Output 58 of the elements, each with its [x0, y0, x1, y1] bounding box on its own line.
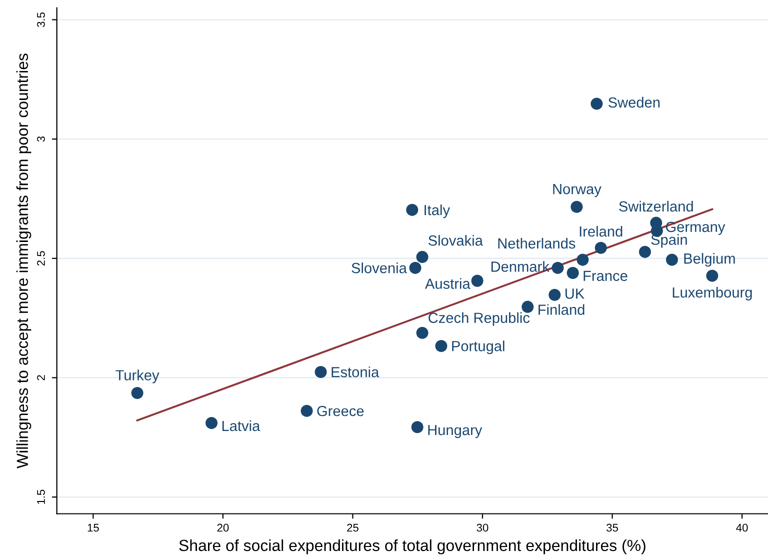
y-tick-label: 2: [37, 375, 45, 380]
annotation: Hungary: [428, 425, 482, 438]
point: [552, 262, 564, 274]
point: [435, 340, 448, 352]
x-tick-label: 40: [736, 524, 748, 532]
annotation: Estonia: [332, 366, 380, 378]
annotation: Ireland: [580, 226, 622, 237]
point: [570, 200, 583, 213]
annotation: France: [584, 270, 628, 282]
x-tick-label: 35: [606, 524, 618, 532]
annotation: Luxembourg: [672, 286, 752, 301]
annotation: Norway: [553, 184, 602, 198]
annotation: Belgium: [684, 253, 735, 267]
point: [638, 246, 651, 258]
point: [416, 250, 428, 263]
point: [576, 254, 589, 266]
annotation: Germany: [666, 222, 726, 235]
annotation: Portugal: [452, 340, 504, 354]
x-tick-label: 20: [217, 524, 229, 532]
point: [522, 300, 534, 313]
annotation: Turkey: [116, 370, 160, 384]
point: [206, 417, 218, 430]
point: [666, 254, 678, 266]
annotation: Slovenia: [352, 262, 407, 274]
point: [594, 242, 607, 254]
y-axis-title: Willingness to accept more immigrants from poor countries: [16, 54, 32, 468]
annotation: Switzerland: [619, 200, 693, 212]
annotation: Denmark: [491, 261, 550, 272]
annotation: Italy: [424, 204, 450, 218]
y-tick-label: 3: [37, 136, 45, 142]
annotation: Czech Republic: [428, 312, 530, 326]
point: [590, 98, 603, 110]
point: [131, 386, 144, 399]
annotation: Latvia: [222, 420, 260, 432]
y-tick-label: 2.5: [37, 251, 45, 266]
point: [411, 421, 424, 434]
y-tick-label: 1.5: [37, 490, 45, 504]
y-tick-label: 3.5: [37, 12, 45, 28]
annotation: Sweden: [608, 96, 660, 108]
x-tick-label: 25: [347, 524, 358, 532]
point: [409, 262, 422, 274]
annotation: Greece: [317, 406, 364, 416]
x-tick-label: 15: [88, 524, 99, 532]
annotation: UK: [565, 288, 584, 299]
point: [566, 266, 579, 279]
point: [314, 366, 327, 378]
annotation: Finland: [538, 304, 584, 315]
x-tick-label: 30: [476, 524, 488, 532]
point: [471, 274, 484, 287]
point: [706, 270, 718, 282]
x-axis-title: Share of social expenditures of total government expenditures (%): [179, 539, 646, 554]
annotation: Austria: [425, 278, 470, 289]
annotation: Netherlands: [498, 238, 576, 249]
point: [406, 204, 418, 216]
point: [416, 326, 428, 339]
annotation: Slovakia: [428, 235, 483, 246]
point: [548, 288, 561, 301]
point: [300, 404, 313, 417]
